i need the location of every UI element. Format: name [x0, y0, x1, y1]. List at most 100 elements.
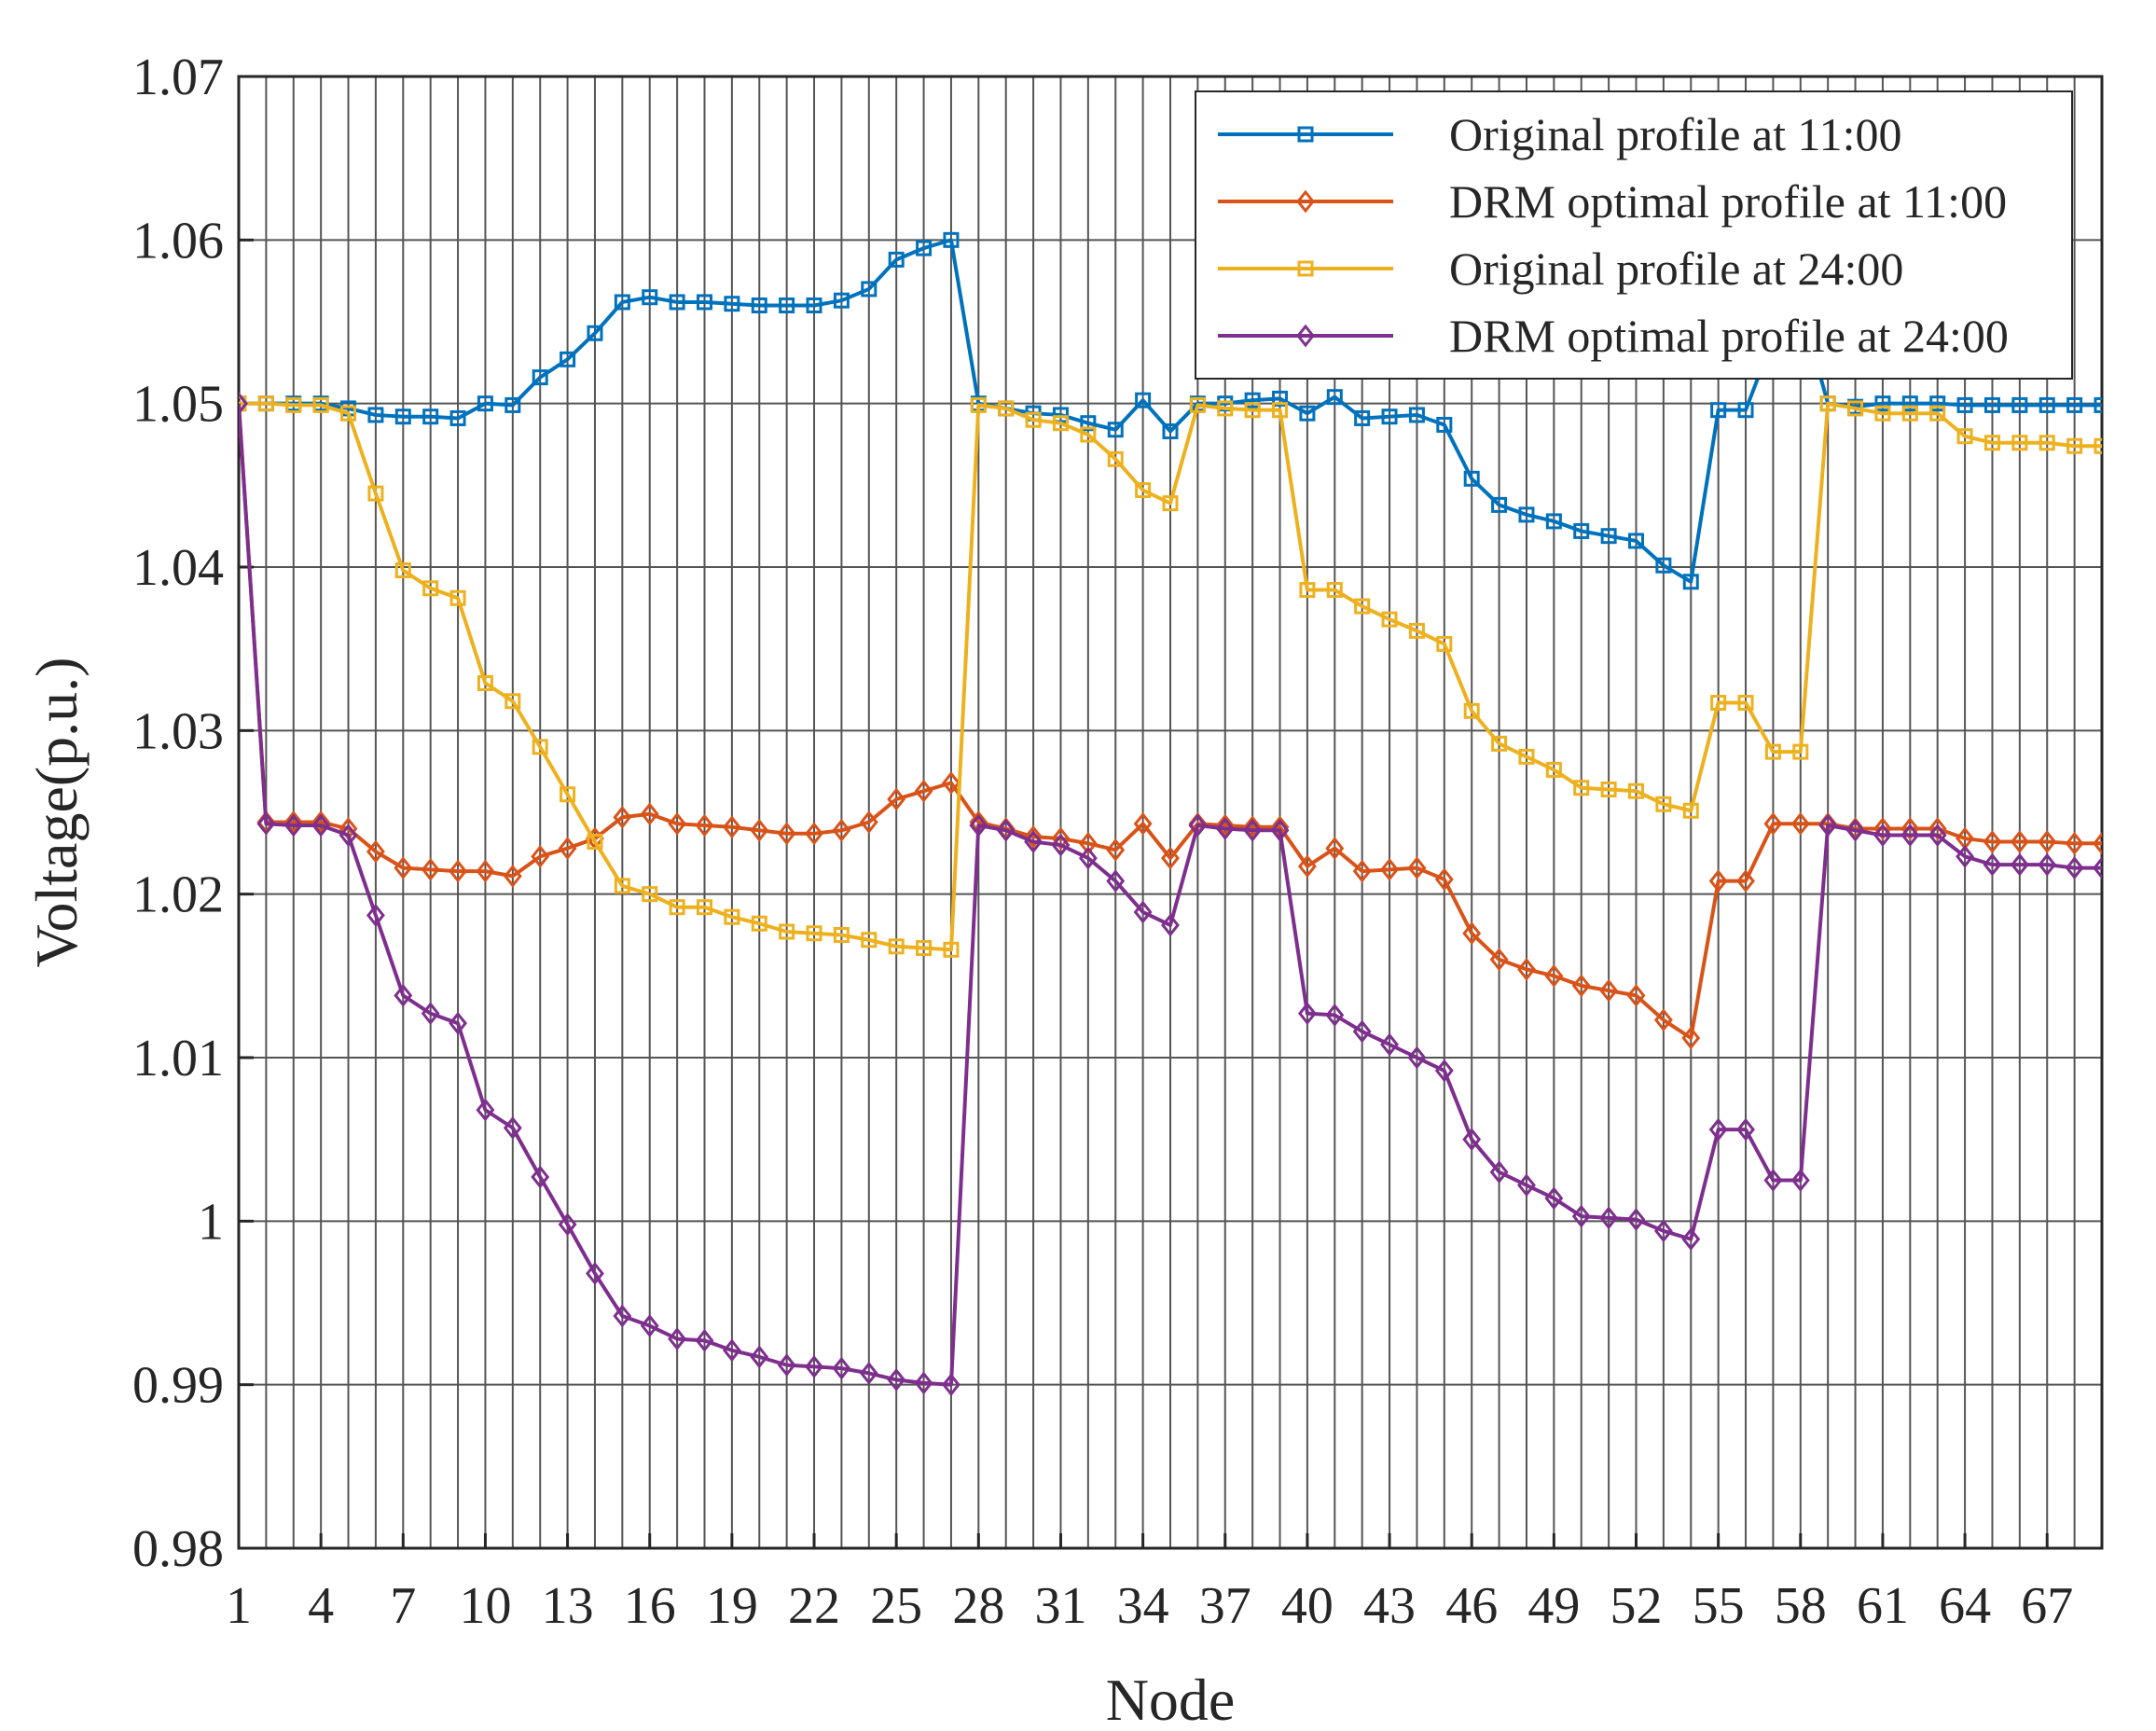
data-point: [722, 1338, 741, 1363]
data-point: [1489, 1160, 1509, 1184]
data-point: [421, 857, 440, 881]
y-tick-label: 1.01: [132, 1030, 224, 1087]
data-point: [394, 409, 411, 425]
y-tick-label: 1.05: [132, 376, 224, 434]
legend-item: DRM optimal profile at 11:00: [1218, 175, 2007, 228]
data-point: [2038, 830, 2057, 853]
legend-item: Original profile at 24:00: [1218, 242, 1903, 295]
data-point: [1900, 824, 1920, 847]
data-point: [861, 932, 878, 949]
data-point: [969, 813, 988, 838]
data-point: [887, 787, 906, 811]
data-point: [697, 294, 712, 311]
data-point: [943, 941, 960, 958]
data-point: [1518, 748, 1535, 765]
data-point: [477, 395, 493, 412]
data-point: [1188, 813, 1208, 838]
legend-item: Original profile at 11:00: [1218, 108, 1902, 160]
data-point: [2038, 852, 2057, 877]
data-point: [1873, 824, 1892, 847]
data-point: [779, 923, 795, 940]
data-point: [1736, 1117, 1755, 1142]
data-point: [476, 859, 495, 883]
data-point: [1736, 869, 1755, 893]
data-point: [1080, 426, 1097, 443]
data-point: [916, 240, 933, 256]
data-point: [1790, 811, 1810, 836]
data-point: [1517, 957, 1536, 981]
data-point: [1462, 1128, 1482, 1152]
data-point: [1491, 496, 1508, 513]
data-point: [832, 1356, 851, 1380]
legend-marker: [1296, 324, 1315, 348]
data-point: [1681, 1026, 1701, 1050]
data-point: [2093, 856, 2102, 880]
x-tick-label: 67: [2021, 1577, 2073, 1635]
data-point: [1463, 470, 1480, 487]
data-point: [1653, 1008, 1673, 1032]
legend-label: Original profile at 24:00: [1449, 242, 1903, 295]
data-point: [1845, 818, 1865, 842]
data-point: [2039, 435, 2055, 451]
x-tick-label: 31: [1034, 1577, 1086, 1635]
data-point: [642, 289, 658, 306]
data-point: [1080, 415, 1097, 432]
data-point: [1352, 1019, 1372, 1044]
data-point: [531, 1165, 550, 1189]
data-point: [239, 392, 248, 416]
data-point: [1244, 402, 1261, 419]
data-point: [449, 409, 466, 426]
data-point: [422, 580, 439, 597]
data-point: [1819, 395, 1836, 412]
data-point: [504, 693, 521, 710]
data-point: [669, 899, 685, 916]
data-point: [1272, 390, 1289, 407]
data-point: [2066, 396, 2083, 413]
x-tick-label: 28: [952, 1577, 1004, 1635]
data-point: [1545, 761, 1562, 778]
series-layer: [239, 231, 2102, 1397]
data-point: [1544, 1186, 1564, 1211]
data-point: [504, 396, 521, 413]
data-point: [805, 822, 823, 846]
data-point: [832, 818, 851, 842]
data-point: [1025, 411, 1042, 428]
x-tick-label: 43: [1363, 1577, 1416, 1635]
y-tick-label: 1.04: [132, 539, 224, 597]
data-point: [1161, 846, 1180, 870]
x-tick-label: 10: [459, 1577, 511, 1635]
data-point: [2094, 437, 2102, 454]
data-point: [1763, 811, 1783, 836]
y-tick-label: 1.06: [132, 212, 224, 270]
data-point: [996, 818, 1016, 842]
data-point: [283, 810, 303, 834]
data-point: [367, 407, 384, 423]
data-point: [1215, 817, 1235, 840]
data-point: [1518, 506, 1535, 523]
data-point: [805, 1354, 823, 1378]
data-point: [1162, 495, 1179, 512]
data-point: [1299, 405, 1316, 422]
data-point: [2065, 831, 2084, 855]
data-point: [943, 231, 960, 248]
data-point: [2011, 396, 2028, 413]
data-point: [668, 1327, 687, 1350]
data-point: [640, 802, 659, 826]
data-point: [1270, 818, 1290, 842]
data-point: [1873, 817, 1892, 840]
x-tick-label: 61: [1857, 1577, 1909, 1635]
y-tick-label: 1: [198, 1193, 224, 1251]
data-point: [888, 251, 905, 268]
x-tick-label: 19: [706, 1577, 758, 1635]
y-tick-label: 1.07: [132, 48, 224, 106]
data-point: [1161, 913, 1180, 937]
plot-frame: [237, 75, 2104, 1550]
x-tick-label: 1: [226, 1577, 252, 1635]
x-tick-label: 58: [1775, 1577, 1827, 1635]
data-point: [1051, 833, 1071, 857]
data-point: [1900, 817, 1920, 840]
data-point: [614, 878, 630, 894]
data-point: [1135, 482, 1152, 499]
data-point: [724, 296, 740, 312]
data-point: [614, 294, 630, 311]
